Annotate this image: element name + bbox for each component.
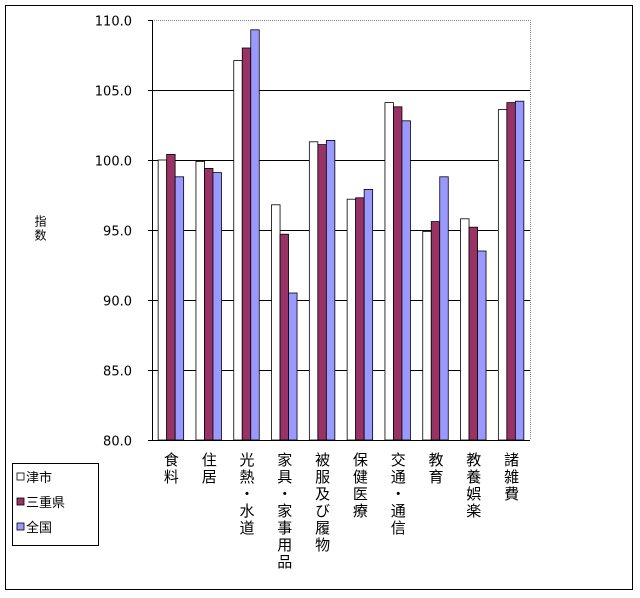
bar (514, 100, 525, 441)
bar (460, 218, 470, 441)
x-tick-label: 家具・家事用品 (275, 452, 293, 571)
legend-label: 津市 (26, 470, 52, 486)
bar (384, 102, 394, 441)
bar (477, 250, 487, 441)
bar (468, 226, 478, 441)
y-tick-label: 100.0 (95, 155, 132, 170)
x-tick-label: 保健医療 (351, 452, 369, 520)
plot-frame (152, 20, 531, 440)
bar (430, 221, 441, 441)
y-tick-label: 105.0 (95, 85, 132, 100)
y-tick-label: 95.0 (103, 225, 132, 240)
bar (174, 176, 185, 441)
bar (325, 139, 336, 441)
bar (439, 176, 449, 441)
bar (212, 172, 222, 441)
bar (393, 106, 403, 441)
legend-swatch (16, 497, 25, 506)
x-tick-label: 食料 (162, 452, 180, 486)
y-axis-label: 指数 (33, 214, 47, 243)
bar (308, 141, 319, 441)
y-tick-label: 85.0 (103, 365, 132, 380)
x-tick-label: 諸雑費 (502, 452, 520, 503)
legend (12, 463, 99, 546)
bar (317, 144, 327, 441)
bar (241, 47, 252, 441)
bar (250, 29, 260, 441)
bar (157, 159, 168, 441)
legend-label: 全国 (26, 520, 52, 536)
bar (195, 160, 205, 441)
bar (506, 102, 516, 441)
y-tick-label: 110.0 (95, 15, 132, 30)
bar (363, 188, 374, 441)
x-tick-label: 住居 (200, 452, 218, 486)
bar (346, 198, 357, 441)
y-tick-label: 80.0 (103, 435, 132, 450)
bar (422, 230, 432, 441)
bar (233, 60, 243, 441)
x-tick-label: 光熱・水道 (238, 452, 256, 537)
bar (497, 109, 508, 441)
bar (355, 197, 365, 441)
legend-swatch (16, 522, 25, 531)
x-tick-label: 教養娯楽 (464, 452, 482, 520)
x-tick-label: 交通・通信 (389, 451, 407, 537)
bar (204, 167, 214, 441)
y-tick-label: 90.0 (103, 295, 132, 310)
bar (166, 153, 176, 441)
x-tick-label: 教育 (427, 452, 445, 486)
legend-swatch (16, 472, 25, 481)
bar (401, 120, 411, 441)
x-tick-label: 被服及び履物 (313, 452, 331, 554)
bar (271, 204, 281, 441)
legend-label: 三重県 (26, 495, 65, 511)
bar (279, 233, 289, 441)
bar (288, 292, 298, 441)
